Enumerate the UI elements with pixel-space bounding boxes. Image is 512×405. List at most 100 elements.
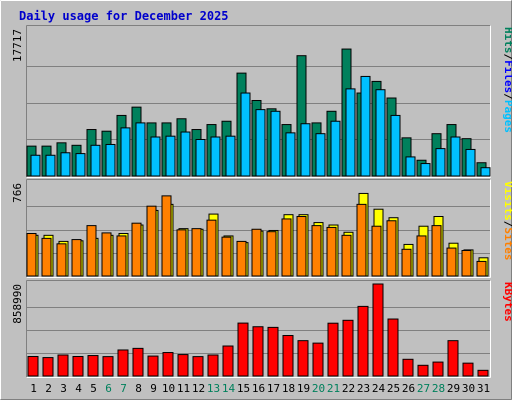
x-tick-label-day-30: 30 xyxy=(462,382,475,395)
bar-kbytes-day-11 xyxy=(177,354,189,377)
bar-sites-day-5 xyxy=(86,225,97,277)
bar-pages-day-23 xyxy=(360,75,371,177)
panel-kbytes: 858990 KBytes xyxy=(11,280,512,378)
panel-visits_sites: 766 Visits/Sites xyxy=(11,179,512,278)
bar-kbytes-day-9 xyxy=(147,355,159,377)
bar-pages-day-24 xyxy=(375,89,386,177)
bar-kbytes-day-6 xyxy=(102,356,114,377)
bar-kbytes-day-28 xyxy=(432,361,444,377)
bar-pages-day-21 xyxy=(330,120,341,177)
bar-kbytes-day-20 xyxy=(312,342,324,377)
bar-pages-day-11 xyxy=(180,131,191,177)
bar-pages-day-13 xyxy=(210,136,221,177)
bar-kbytes-day-1 xyxy=(27,356,39,377)
legend-entry-pages: Pages xyxy=(502,100,512,133)
bar-pages-day-9 xyxy=(150,136,161,177)
bar-kbytes-day-21 xyxy=(327,322,339,377)
bar-kbytes-day-17 xyxy=(267,326,279,377)
bar-kbytes-day-29 xyxy=(447,340,459,377)
bar-sites-day-6 xyxy=(101,232,112,277)
x-tick-label-day-6: 6 xyxy=(105,382,112,395)
x-tick-label-day-29: 29 xyxy=(447,382,460,395)
bar-sites-day-12 xyxy=(191,228,202,277)
legend-separator: / xyxy=(502,221,512,228)
bar-sites-day-21 xyxy=(326,226,337,277)
x-tick-label-day-16: 16 xyxy=(252,382,265,395)
bar-kbytes-day-16 xyxy=(252,326,264,377)
bar-sites-day-31 xyxy=(476,260,487,277)
x-tick-label-day-4: 4 xyxy=(75,382,82,395)
max-value-label: 17717 xyxy=(11,29,24,62)
bar-kbytes-day-26 xyxy=(402,358,414,377)
legend-separator: / xyxy=(502,54,512,61)
bar-kbytes-day-14 xyxy=(222,345,234,377)
x-axis: 1 2 3 4 5 6 7 8 9 10 11 12 13 14 15 16 17 18 19 20 21 22 23 24 2… xyxy=(30,382,490,395)
bar-pages-day-15 xyxy=(240,92,251,177)
bar-pages-day-5 xyxy=(90,144,101,177)
x-tick-label-day-7: 7 xyxy=(120,382,127,395)
x-tick-label-day-13: 13 xyxy=(207,382,220,395)
x-tick-label-day-8: 8 xyxy=(135,382,142,395)
x-tick-label-day-31: 31 xyxy=(477,382,490,395)
x-tick-label-day-18: 18 xyxy=(282,382,295,395)
bar-sites-day-29 xyxy=(446,247,457,277)
bar-sites-day-11 xyxy=(176,229,187,277)
legend-entry-hits: Hits xyxy=(502,27,512,54)
bar-sites-day-4 xyxy=(71,239,82,277)
x-tick-label-day-27: 27 xyxy=(417,382,430,395)
legend-entry-files: Files xyxy=(502,60,512,93)
bar-kbytes-day-12 xyxy=(192,356,204,377)
legend: Hits/Files/Pages xyxy=(502,27,512,133)
bar-pages-day-20 xyxy=(315,133,326,177)
x-tick-label-day-11: 11 xyxy=(177,382,190,395)
bar-sites-day-25 xyxy=(386,220,397,277)
x-tick-label-day-17: 17 xyxy=(267,382,280,395)
bar-kbytes-day-23 xyxy=(357,305,369,377)
bar-pages-day-22 xyxy=(345,88,356,177)
bar-sites-day-30 xyxy=(461,250,472,277)
bar-pages-day-10 xyxy=(165,135,176,177)
max-value-label: 858990 xyxy=(11,284,24,324)
bar-sites-day-26 xyxy=(401,248,412,277)
legend-entry-kbytes: KBytes xyxy=(502,282,512,322)
x-tick-label-day-22: 22 xyxy=(342,382,355,395)
bar-sites-day-22 xyxy=(341,234,352,277)
bar-sites-day-24 xyxy=(371,225,382,277)
bar-pages-day-6 xyxy=(105,143,116,177)
bar-sites-day-13 xyxy=(206,219,217,277)
bar-sites-day-10 xyxy=(161,195,172,277)
bar-pages-day-8 xyxy=(135,122,146,177)
x-tick-label-day-20: 20 xyxy=(312,382,325,395)
bar-kbytes-day-7 xyxy=(117,349,129,377)
bar-sites-day-7 xyxy=(116,235,127,277)
legend: Visits/Sites xyxy=(502,181,512,261)
bar-pages-day-27 xyxy=(420,163,431,177)
bar-pages-day-29 xyxy=(450,136,461,177)
bar-kbytes-day-13 xyxy=(207,354,219,377)
bar-pages-day-14 xyxy=(225,135,236,177)
x-tick-label-day-15: 15 xyxy=(237,382,250,395)
bar-pages-day-25 xyxy=(390,114,401,177)
bar-sites-day-23 xyxy=(356,203,367,277)
bar-sites-day-17 xyxy=(266,231,277,277)
bar-sites-day-2 xyxy=(41,237,52,277)
bar-kbytes-day-5 xyxy=(87,355,99,377)
bar-kbytes-day-15 xyxy=(237,322,249,377)
bar-pages-day-31 xyxy=(480,167,491,177)
bar-sites-day-18 xyxy=(281,218,292,277)
bar-kbytes-day-8 xyxy=(132,347,144,377)
bar-sites-day-9 xyxy=(146,205,157,277)
bar-kbytes-day-27 xyxy=(417,364,429,377)
bar-pages-day-18 xyxy=(285,132,296,177)
panels-layer: 17717Hits/Files/Pages766Visits/Sites8589… xyxy=(11,25,512,378)
bar-pages-day-12 xyxy=(195,138,206,177)
bar-kbytes-day-25 xyxy=(387,318,399,377)
bar-kbytes-day-10 xyxy=(162,352,174,377)
bar-sites-day-3 xyxy=(56,243,67,277)
bar-sites-day-1 xyxy=(26,233,37,277)
x-tick-label-day-23: 23 xyxy=(357,382,370,395)
bar-kbytes-day-4 xyxy=(72,356,84,377)
bar-kbytes-day-18 xyxy=(282,335,294,377)
